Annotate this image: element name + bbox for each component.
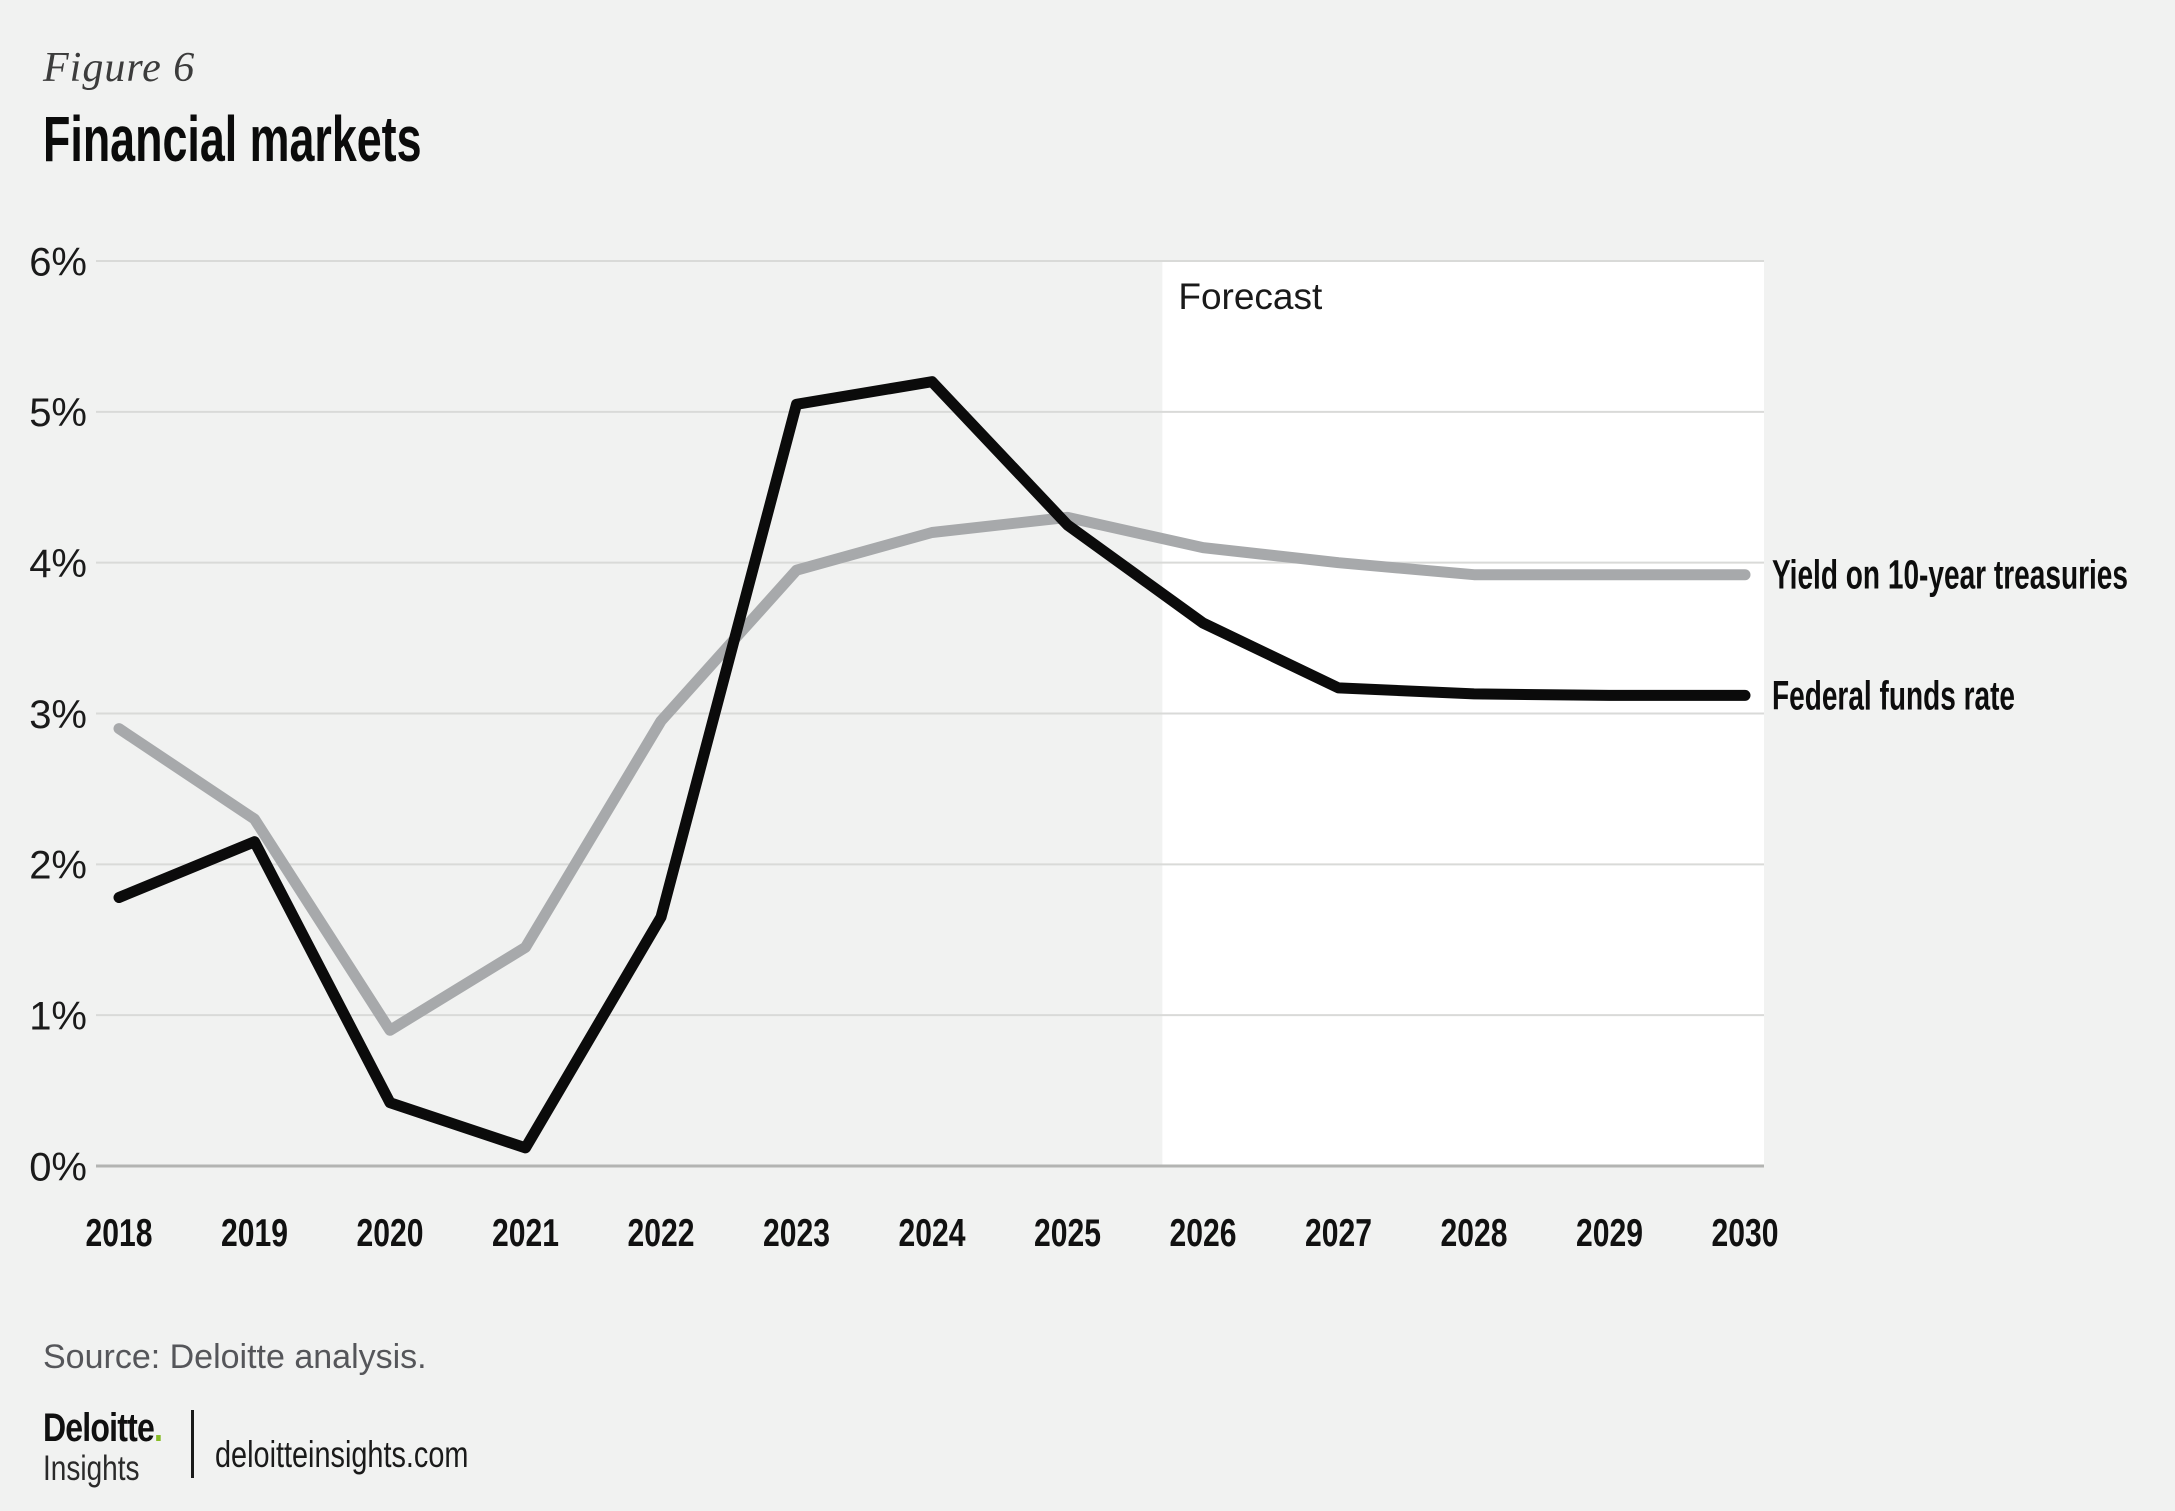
- x-axis-label: 2028: [1441, 1212, 1508, 1255]
- x-axis-label: 2018: [86, 1212, 153, 1255]
- logo-text-block: Deloitte. Insights: [43, 1406, 163, 1488]
- source-note: Source: Deloitte analysis.: [43, 1338, 427, 1376]
- series-label-yield-on-10-year-treasuries: Yield on 10-year treasuries: [1772, 552, 2128, 598]
- x-axis-label: 2024: [899, 1212, 966, 1255]
- site-url: deloitteinsights.com: [215, 1434, 469, 1475]
- logo-sub-text: Insights: [43, 1449, 140, 1488]
- logo-brand-text: Deloitte: [43, 1406, 155, 1450]
- x-axis-label: 2019: [221, 1212, 288, 1255]
- x-axis-label: 2021: [492, 1212, 559, 1255]
- series-line-yield-on-10-year-treasuries: [113, 511, 1751, 1036]
- figure-label: Figure 6: [43, 45, 196, 91]
- x-axis-label: 2025: [1034, 1212, 1101, 1255]
- x-axis-label: 2022: [628, 1212, 695, 1255]
- logo-green-dot: .: [153, 1406, 163, 1450]
- y-axis-label: 0%: [29, 1145, 87, 1189]
- y-axis-label: 6%: [29, 240, 87, 284]
- y-axis-label: 1%: [29, 995, 87, 1039]
- x-axis-label: 2027: [1305, 1212, 1372, 1255]
- y-axis-label: 4%: [29, 542, 87, 586]
- series-line-federal-funds-rate: [113, 376, 1751, 1154]
- y-axis-label: 5%: [29, 391, 87, 435]
- x-axis-label: 2020: [357, 1212, 424, 1255]
- logo-divider: [191, 1410, 194, 1478]
- x-axis-label: 2029: [1576, 1212, 1643, 1255]
- y-axis-label: 2%: [29, 844, 87, 888]
- forecast-label: Forecast: [1178, 276, 1323, 317]
- y-axis-label: 3%: [29, 693, 87, 737]
- x-axis-label: 2030: [1712, 1212, 1779, 1255]
- logo-brand: Deloitte.: [43, 1406, 163, 1450]
- x-axis-label: 2026: [1170, 1212, 1237, 1255]
- series-label-federal-funds-rate: Federal funds rate: [1772, 672, 2015, 718]
- page-title: Financial markets: [43, 103, 422, 175]
- x-axis-label: 2023: [763, 1212, 830, 1255]
